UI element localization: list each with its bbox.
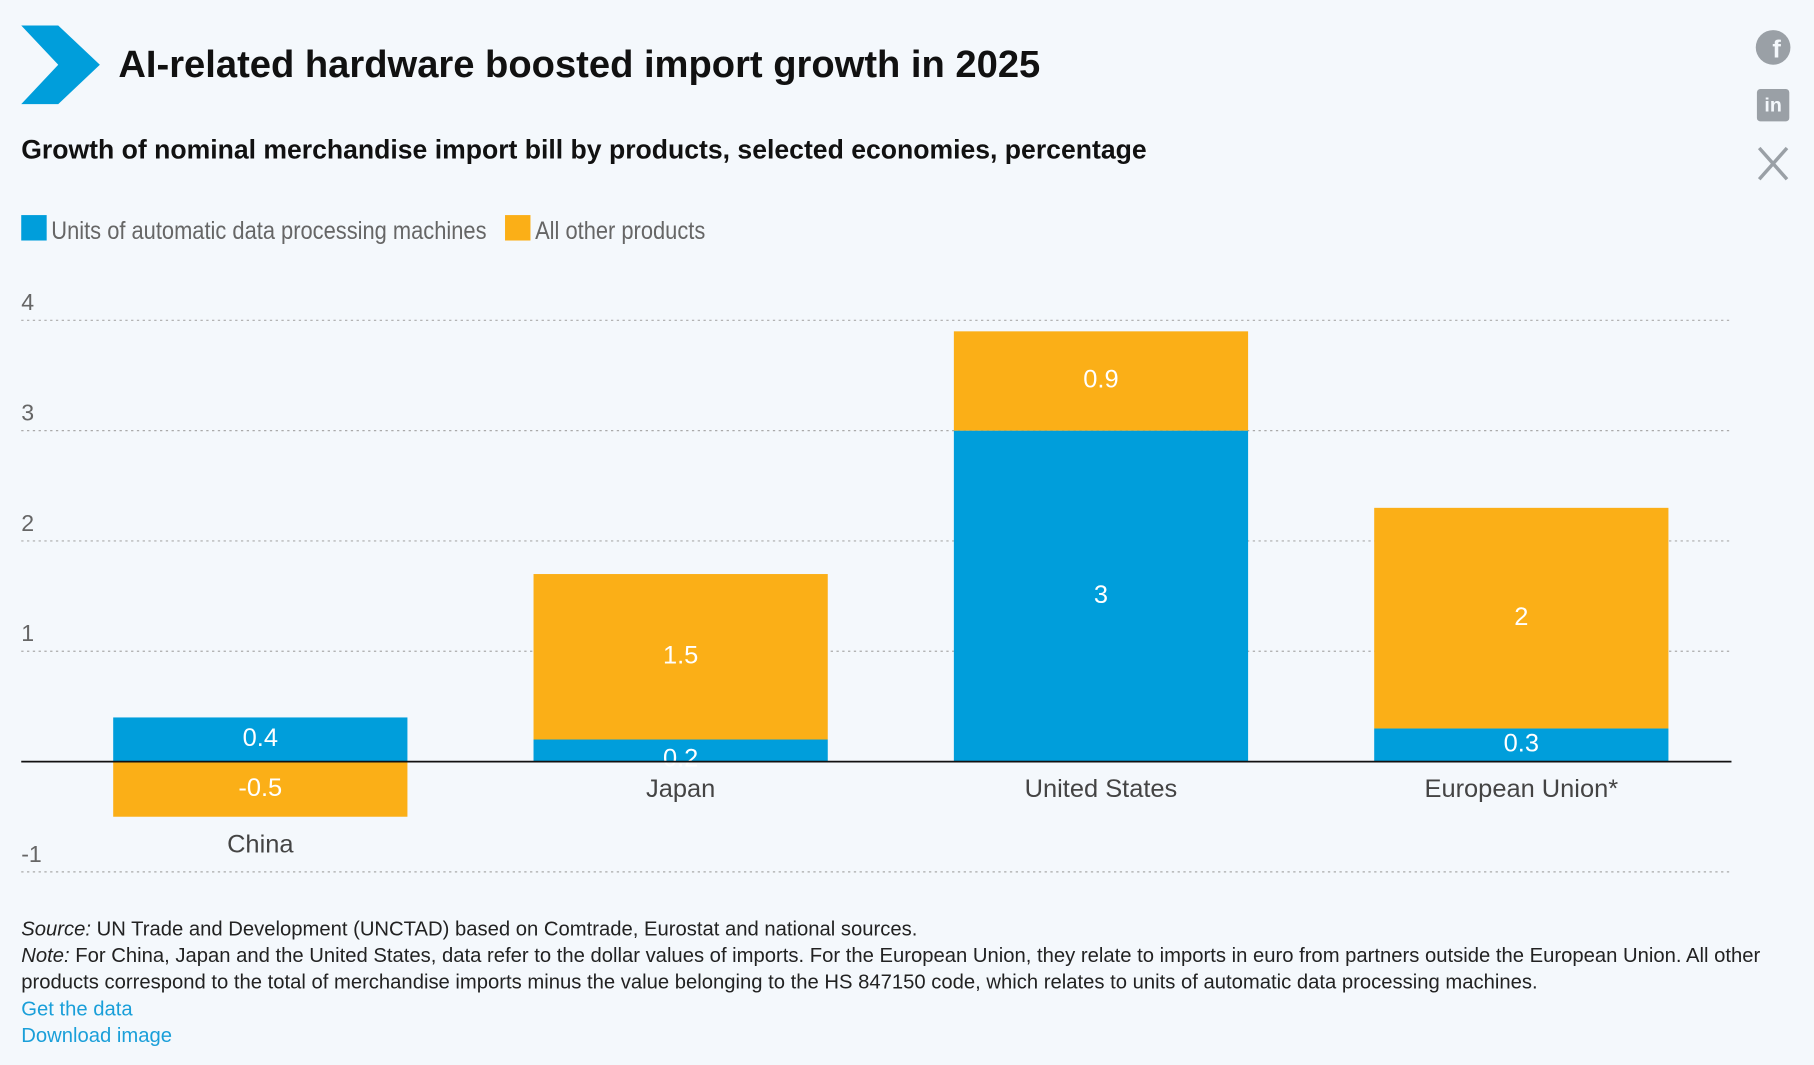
facebook-glyph: f	[1772, 36, 1781, 64]
value-label: 0.3	[1504, 730, 1539, 758]
legend-label: All other products	[535, 218, 705, 246]
get-data-link[interactable]: Get the data	[21, 996, 133, 1020]
x-icon[interactable]	[1757, 146, 1789, 181]
bar-segment	[953, 331, 1249, 431]
value-label: 2	[1514, 603, 1528, 631]
bar-segment	[113, 717, 408, 762]
x-tick-label: China	[227, 830, 294, 858]
footer: Source: UN Trade and Development (UNCTAD…	[21, 916, 1790, 1049]
chart-title: AI-related hardware boosted import growt…	[118, 43, 1040, 86]
share-icons: f in	[1755, 30, 1791, 181]
source: Source: UN Trade and Development (UNCTAD…	[21, 916, 1790, 943]
legend-swatch	[505, 215, 531, 241]
legend-swatch	[21, 215, 47, 241]
chart-subtitle: Growth of nominal merchandise import bil…	[21, 135, 1146, 165]
logo-chevron	[21, 25, 100, 105]
y-tick-label: 3	[21, 400, 34, 426]
bar-segment	[1374, 507, 1669, 729]
x-tick-label: United States	[1025, 775, 1178, 803]
bar-segment	[1374, 728, 1669, 762]
note-label: Note:	[21, 943, 70, 967]
note: Note: For China, Japan and the United St…	[21, 942, 1790, 995]
value-label: 0.9	[1083, 366, 1118, 394]
bar-segment	[533, 739, 828, 762]
bar-segment	[113, 761, 408, 817]
linkedin-glyph: in	[1764, 95, 1781, 117]
x-tick-label: Japan	[646, 775, 715, 803]
footer-text: Source: UN Trade and Development (UNCTAD…	[21, 916, 1790, 1049]
source-text: UN Trade and Development (UNCTAD) based …	[96, 916, 918, 941]
value-label: -0.5	[238, 774, 282, 802]
value-label: 0.2	[663, 745, 698, 773]
linkedin-icon[interactable]	[1756, 89, 1790, 122]
value-label: 3	[1094, 581, 1108, 609]
legend-label: Units of automatic data processing machi…	[51, 218, 486, 246]
y-tick-label: 4	[21, 289, 34, 315]
value-label: 0.4	[243, 724, 278, 752]
y-tick-label: -1	[21, 841, 42, 867]
y-tick-label: 2	[21, 510, 34, 536]
bar-segment	[953, 430, 1249, 762]
bar-segment	[533, 574, 828, 740]
x-tick-label: European Union*	[1424, 775, 1618, 803]
facebook-icon[interactable]	[1755, 30, 1791, 65]
note-text: For China, Japan and the United States, …	[21, 943, 1761, 994]
source-label: Source:	[21, 916, 91, 941]
y-tick-label: 1	[21, 620, 34, 646]
value-label: 1.5	[663, 641, 698, 669]
download-link[interactable]: Download image	[21, 1023, 172, 1047]
